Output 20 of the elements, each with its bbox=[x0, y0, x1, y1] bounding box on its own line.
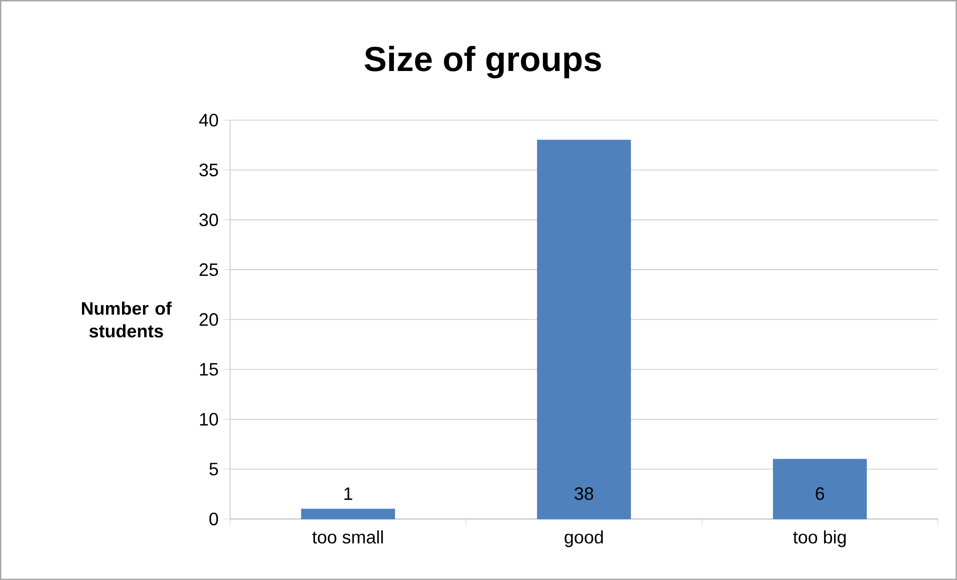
bar bbox=[537, 140, 631, 520]
x-tick-label: too small bbox=[312, 530, 383, 544]
data-label: 38 bbox=[574, 487, 594, 500]
y-tick-label: 25 bbox=[200, 263, 218, 276]
y-tick-label: 5 bbox=[209, 462, 218, 476]
y-tick-label: 20 bbox=[200, 313, 218, 326]
y-tick-label: 40 bbox=[199, 114, 218, 126]
y-tick-label: 30 bbox=[199, 213, 218, 226]
y-tick-label: 0 bbox=[209, 512, 218, 526]
data-label: 1 bbox=[344, 487, 352, 500]
y-tick-label: 15 bbox=[200, 363, 218, 376]
bar bbox=[301, 508, 395, 520]
x-tick-label: too big bbox=[793, 530, 846, 548]
y-tick-label: 35 bbox=[199, 164, 218, 176]
y-tick-label: 10 bbox=[200, 412, 218, 426]
chart-title: Size of groups bbox=[364, 46, 601, 78]
y-axis-title: Number of students bbox=[82, 302, 172, 338]
bar bbox=[772, 458, 867, 520]
x-tick-label: good bbox=[564, 530, 603, 548]
data-label: 6 bbox=[816, 487, 824, 500]
